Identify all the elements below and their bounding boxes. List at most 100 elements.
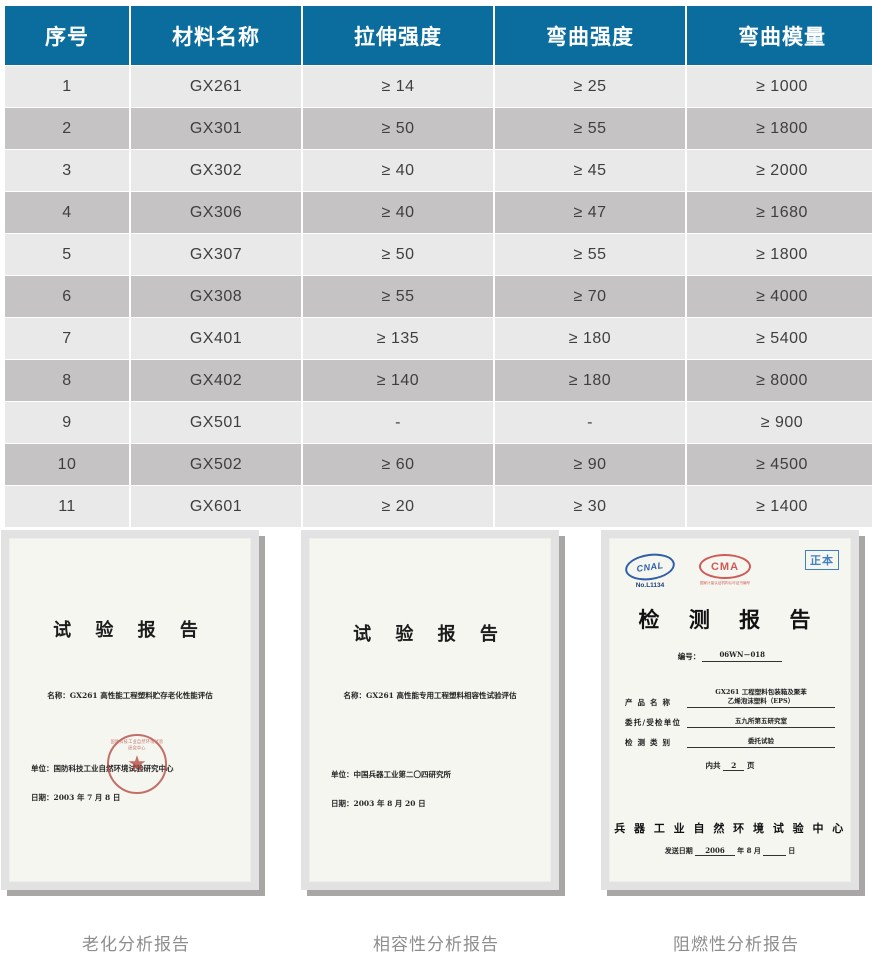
cma-logo: CMA 国家计量认证机构认可证书编号	[689, 554, 761, 586]
cell-flexural-modulus: ≥ 4000	[687, 276, 872, 317]
table-row: 10 GX502 ≥ 60 ≥ 90 ≥ 4500	[5, 444, 872, 485]
column-header-flexural-modulus: 弯曲模量	[687, 6, 872, 65]
certificate-field-label: 检 测 类 别	[625, 737, 672, 747]
red-seal-icon: 国防科技工业自然环境试验研究中心 ★	[107, 734, 167, 794]
cell-material-name: GX308	[131, 276, 301, 317]
report-number-row: 编号： 06WN－018	[609, 650, 851, 662]
cell-index: 10	[5, 444, 129, 485]
page-count-value: 2	[723, 760, 745, 771]
cell-tensile-strength: ≥ 60	[303, 444, 493, 485]
cell-tensile-strength: ≥ 50	[303, 234, 493, 275]
cell-tensile-strength: ≥ 14	[303, 66, 493, 107]
table-body: 1 GX261 ≥ 14 ≥ 25 ≥ 1000 2 GX301 ≥ 50 ≥ 55 ≥ 1800…	[5, 66, 872, 527]
table-row: 8 GX402 ≥ 140 ≥ 180 ≥ 8000	[5, 360, 872, 401]
cell-index: 1	[5, 66, 129, 107]
cell-index: 4	[5, 192, 129, 233]
cell-flexural-strength: ≥ 180	[495, 318, 685, 359]
cell-tensile-strength: ≥ 55	[303, 276, 493, 317]
table-row: 2 GX301 ≥ 50 ≥ 55 ≥ 1800	[5, 108, 872, 149]
cell-tensile-strength: -	[303, 402, 493, 443]
cell-flexural-modulus: ≥ 4500	[687, 444, 872, 485]
cell-flexural-modulus: ≥ 1800	[687, 234, 872, 275]
table-row: 11 GX601 ≥ 20 ≥ 30 ≥ 1400	[5, 486, 872, 527]
certificate-date-line: 日期：2003 年 8 月 20 日	[331, 799, 426, 808]
report-number-label: 编号：	[677, 652, 701, 661]
certificate-paper: 试 验 报 告 名称：GX261 高性能专用工程塑料相容性试验评估 单位：中国兵…	[309, 538, 551, 882]
cell-index: 2	[5, 108, 129, 149]
certificate-card-compatibility[interactable]: 试 验 报 告 名称：GX261 高性能专用工程塑料相容性试验评估 单位：中国兵…	[301, 530, 570, 955]
cell-tensile-strength: ≥ 40	[303, 150, 493, 191]
certificate-caption-flame-retardant: 阻燃性分析报告	[673, 935, 799, 954]
certificate-logos: CNAL No.L1134 CMA 国家计量认证机构认可证书编号 正本	[609, 538, 851, 590]
cell-material-name: GX301	[131, 108, 301, 149]
certificate-field-value: 委托试验	[687, 737, 835, 748]
certificates-row: 试 验 报 告 名称：GX261 高性能工程塑料贮存老化性能评估 国防科技工业自…	[0, 530, 872, 955]
certificate-title: 检 测 报 告	[638, 607, 822, 632]
cell-index: 8	[5, 360, 129, 401]
cell-flexural-strength: ≥ 55	[495, 234, 685, 275]
cell-flexural-modulus: ≥ 1800	[687, 108, 872, 149]
table-row: 6 GX308 ≥ 55 ≥ 70 ≥ 4000	[5, 276, 872, 317]
cell-flexural-modulus: ≥ 5400	[687, 318, 872, 359]
table-row: 3 GX302 ≥ 40 ≥ 45 ≥ 2000	[5, 150, 872, 191]
certificate-unit-line: 单位：中国兵器工业第二〇四研究所	[331, 770, 451, 779]
cnal-number: No.L1134	[635, 582, 665, 589]
certificate-caption-compatibility: 相容性分析报告	[373, 935, 499, 954]
cell-tensile-strength: ≥ 50	[303, 108, 493, 149]
cell-flexural-strength: ≥ 90	[495, 444, 685, 485]
certificate-shadow: 试 验 报 告 名称：GX261 高性能工程塑料贮存老化性能评估 国防科技工业自…	[1, 530, 265, 896]
certificate-unit-line: 单位：国防科技工业自然环境试验研究中心	[31, 764, 174, 773]
page-count-row: 内共 2 页	[609, 760, 851, 771]
cell-flexural-modulus: ≥ 1400	[687, 486, 872, 527]
column-header-tensile-strength: 拉伸强度	[303, 6, 493, 65]
certificate-field-row: 产 品 名 称 GX261 工程塑料包装箱及聚苯 乙烯泡沫塑料（EPS）	[625, 688, 835, 708]
certificate-paper: 试 验 报 告 名称：GX261 高性能工程塑料贮存老化性能评估 国防科技工业自…	[9, 538, 251, 882]
original-copy-stamp: 正本	[805, 550, 839, 570]
cell-flexural-strength: ≥ 25	[495, 66, 685, 107]
cell-material-name: GX601	[131, 486, 301, 527]
cell-flexural-strength: -	[495, 402, 685, 443]
certificate-fields: 产 品 名 称 GX261 工程塑料包装箱及聚苯 乙烯泡沫塑料（EPS） 委托/受检…	[609, 688, 851, 748]
cell-flexural-strength: ≥ 70	[495, 276, 685, 317]
certificate-shadow: CNAL No.L1134 CMA 国家计量认证机构认可证书编号 正本	[601, 530, 865, 896]
cell-flexural-strength: ≥ 47	[495, 192, 685, 233]
certificate-frame: 试 验 报 告 名称：GX261 高性能工程塑料贮存老化性能评估 国防科技工业自…	[1, 530, 259, 890]
certificate-caption-aging: 老化分析报告	[82, 935, 190, 954]
cell-index: 9	[5, 402, 129, 443]
cell-flexural-modulus: ≥ 1680	[687, 192, 872, 233]
star-icon: ★	[127, 751, 147, 776]
certificate-field-value: 五九所第五研究室	[687, 717, 835, 728]
cell-material-name: GX401	[131, 318, 301, 359]
certificate-title: 试 验 报 告	[53, 620, 207, 641]
send-date-year: 2006	[695, 846, 735, 856]
cell-index: 6	[5, 276, 129, 317]
cma-subtitle: 国家计量认证机构认可证书编号	[699, 581, 751, 585]
cell-index: 5	[5, 234, 129, 275]
send-date-day-unit: 日	[788, 846, 796, 855]
material-properties-table: 序号 材料名称 拉伸强度 弯曲强度 弯曲模量 1 GX261 ≥ 14 ≥ 25 ≥ 1…	[3, 5, 872, 528]
cell-flexural-modulus: ≥ 900	[687, 402, 872, 443]
cell-material-name: GX302	[131, 150, 301, 191]
send-date-month-unit: 月	[753, 846, 761, 855]
certificate-card-flame-retardant[interactable]: CNAL No.L1134 CMA 国家计量认证机构认可证书编号 正本	[601, 530, 870, 955]
certificate-org-name: 兵 器 工 业 自 然 环 境 试 验 中 心	[614, 822, 846, 835]
send-date-label: 发送日期	[664, 846, 693, 855]
send-date-day	[763, 846, 786, 856]
certificate-field-row: 检 测 类 别 委托试验	[625, 737, 835, 748]
cell-material-name: GX307	[131, 234, 301, 275]
cnal-logo: CNAL No.L1134	[623, 550, 677, 589]
certificate-card-aging[interactable]: 试 验 报 告 名称：GX261 高性能工程塑料贮存老化性能评估 国防科技工业自…	[1, 530, 270, 955]
cma-logo-text: CMA	[710, 560, 740, 573]
certificate-title: 试 验 报 告	[353, 624, 507, 645]
certificate-frame: 试 验 报 告 名称：GX261 高性能专用工程塑料相容性试验评估 单位：中国兵…	[301, 530, 559, 890]
cell-flexural-strength: ≥ 180	[495, 360, 685, 401]
cell-flexural-strength: ≥ 55	[495, 108, 685, 149]
column-header-flexural-strength: 弯曲强度	[495, 6, 685, 65]
table-header-row: 序号 材料名称 拉伸强度 弯曲强度 弯曲模量	[5, 6, 872, 65]
table-row: 5 GX307 ≥ 50 ≥ 55 ≥ 1800	[5, 234, 872, 275]
cell-flexural-modulus: ≥ 8000	[687, 360, 872, 401]
cell-index: 11	[5, 486, 129, 527]
cell-tensile-strength: ≥ 135	[303, 318, 493, 359]
send-date-row: 发送日期 2006 年 8 月 日	[609, 846, 851, 856]
page-count-prefix: 内共	[705, 760, 721, 770]
